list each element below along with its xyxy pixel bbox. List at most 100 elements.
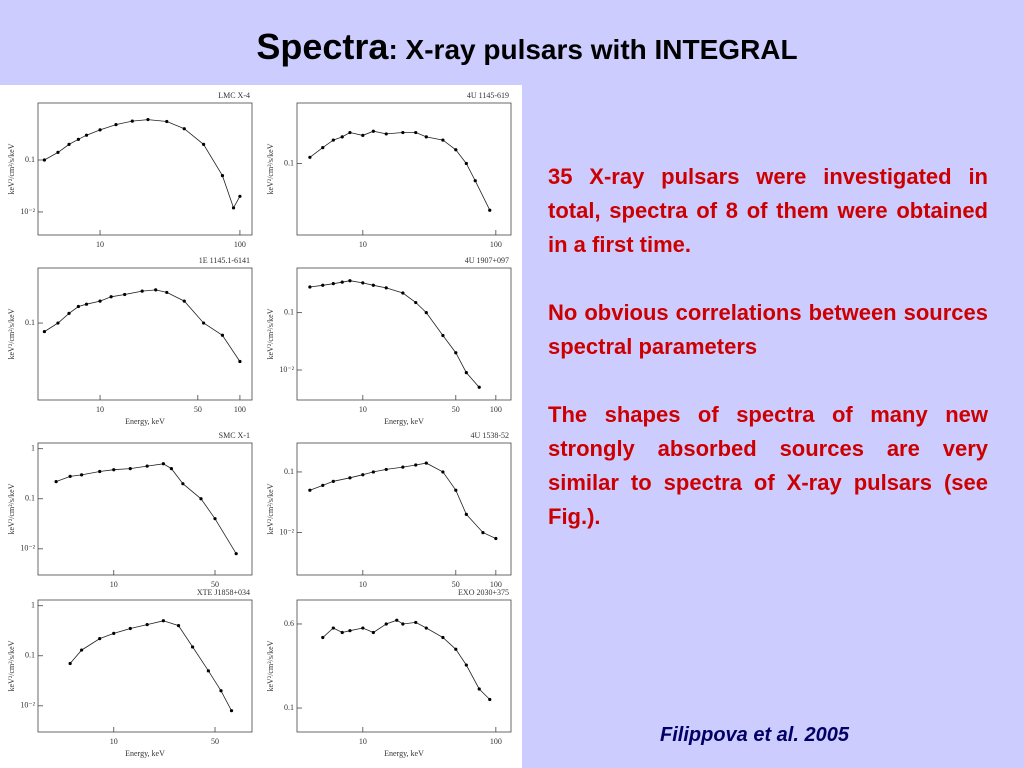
data-point	[424, 461, 428, 465]
data-point	[42, 158, 46, 162]
spectra-figure: LMC X-4 keV²/cm²/s/keV 10 100 0.1 10⁻² 4U 1145…	[0, 85, 522, 768]
data-point	[414, 130, 418, 135]
data-point	[231, 206, 236, 210]
data-point	[219, 689, 223, 693]
y-axis-label: keV²/cm²/s/keV	[266, 640, 275, 691]
data-point	[238, 359, 242, 364]
data-point	[454, 488, 458, 492]
panel-name: 4U 1145-619	[467, 91, 509, 100]
data-point	[340, 280, 344, 284]
data-point	[84, 302, 89, 306]
data-point	[182, 127, 186, 131]
data-point	[238, 194, 242, 198]
data-point	[384, 132, 388, 136]
data-point	[308, 488, 312, 492]
data-point	[331, 626, 335, 630]
data-point	[361, 626, 365, 630]
x-tick-label: 10	[96, 240, 104, 249]
data-point	[454, 351, 458, 355]
data-point	[145, 622, 149, 627]
data-point	[56, 150, 60, 154]
data-point	[308, 155, 312, 159]
title-bold: Spectra	[256, 26, 389, 67]
data-point	[76, 137, 80, 141]
y-tick-label: 0.1	[25, 651, 35, 660]
data-point	[202, 321, 206, 325]
data-point	[371, 470, 375, 474]
plot-frame	[37, 599, 253, 733]
y-tick-label: 10⁻²	[279, 527, 294, 536]
plot-frame	[37, 102, 253, 236]
data-point	[488, 208, 492, 212]
data-point	[361, 473, 365, 477]
data-point	[98, 128, 102, 132]
data-point	[145, 464, 149, 468]
data-point	[80, 648, 84, 652]
data-point	[68, 661, 72, 666]
data-point	[128, 467, 132, 471]
y-tick-label: 10⁻²	[20, 207, 35, 216]
y-tick-label: 1	[31, 444, 35, 453]
data-point	[130, 119, 134, 123]
x-tick-label: 10	[110, 580, 118, 589]
data-point	[454, 647, 458, 651]
data-point	[441, 138, 445, 142]
data-point	[112, 468, 116, 472]
data-point	[401, 291, 405, 295]
x-tick-label: 10	[96, 405, 104, 414]
data-point	[202, 142, 206, 146]
data-point	[441, 635, 445, 640]
data-point	[161, 462, 165, 466]
data-point	[68, 474, 72, 478]
y-axis-label: keV²/cm²/s/keV	[266, 308, 275, 359]
y-tick-label: 10⁻²	[20, 544, 35, 553]
data-point	[348, 476, 352, 480]
data-point	[80, 473, 84, 477]
data-point	[199, 497, 203, 501]
y-tick-label: 0.1	[25, 494, 35, 503]
data-point	[348, 629, 352, 633]
figure-background	[0, 85, 522, 768]
panel-name: 1E 1145.1-6141	[199, 256, 250, 265]
data-point	[146, 117, 150, 122]
y-tick-label: 0.6	[284, 619, 294, 628]
x-axis-label: Energy, keV	[125, 749, 165, 758]
title-rest: : X-ray pulsars with INTEGRAL	[388, 34, 798, 65]
data-point	[331, 282, 335, 286]
data-point	[76, 304, 80, 309]
data-point	[98, 299, 102, 303]
data-point	[481, 531, 485, 535]
y-axis-label: keV²/cm²/s/keV	[266, 483, 275, 534]
data-point	[321, 635, 325, 640]
data-point	[182, 299, 186, 303]
data-point	[414, 463, 418, 467]
data-point	[206, 669, 210, 673]
data-point	[67, 311, 71, 315]
data-point	[321, 483, 325, 487]
data-point	[371, 283, 375, 287]
panel-name: EXO 2030+375	[458, 588, 509, 597]
plot-frame	[37, 442, 253, 576]
x-tick-label: 100	[490, 240, 502, 249]
data-point	[165, 119, 169, 124]
data-point	[321, 145, 325, 150]
x-tick-label: 10	[359, 240, 367, 249]
data-point	[464, 663, 468, 667]
text-block: 35 X-ray pulsars were investigated in to…	[548, 160, 988, 568]
data-point	[395, 618, 399, 622]
x-tick-label: 100	[490, 580, 502, 589]
data-point	[384, 467, 388, 472]
data-point	[98, 469, 102, 474]
paragraph: No obvious correlations between sources …	[548, 300, 988, 359]
data-point	[331, 138, 335, 142]
data-point	[441, 470, 445, 474]
data-point	[348, 130, 352, 135]
data-point	[220, 174, 225, 178]
data-point	[424, 311, 428, 315]
y-tick-label: 0.1	[284, 158, 294, 167]
data-point	[308, 285, 312, 289]
citation: Filippova et al. 2005	[660, 724, 849, 746]
data-point	[154, 288, 158, 292]
plot-frame	[37, 267, 253, 401]
